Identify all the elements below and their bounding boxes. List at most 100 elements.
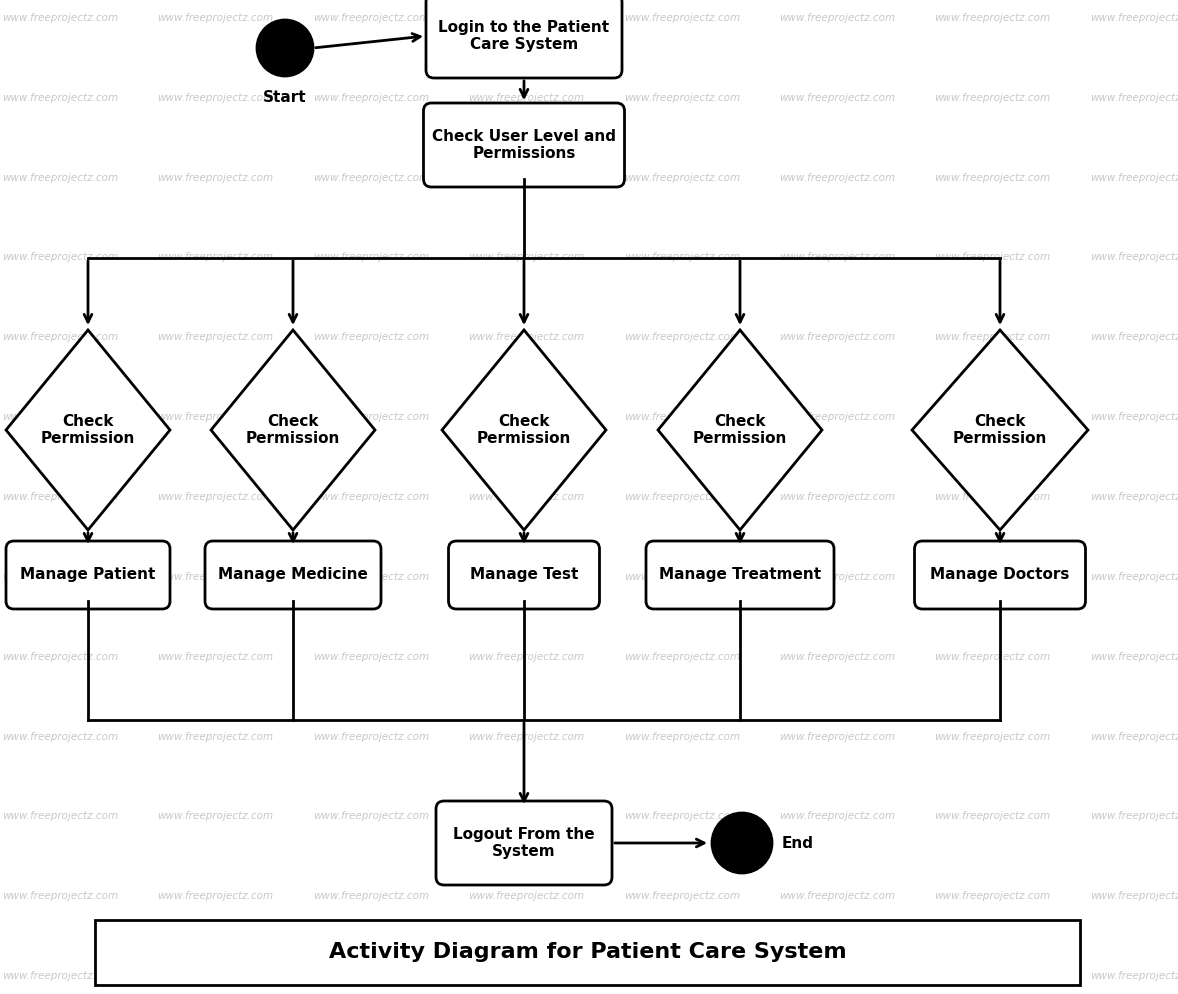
Text: www.freeprojectz.com: www.freeprojectz.com (2, 971, 118, 981)
Text: www.freeprojectz.com: www.freeprojectz.com (779, 732, 895, 742)
Text: www.freeprojectz.com: www.freeprojectz.com (779, 811, 895, 821)
Text: www.freeprojectz.com: www.freeprojectz.com (313, 332, 429, 342)
Text: www.freeprojectz.com: www.freeprojectz.com (623, 811, 740, 821)
Text: www.freeprojectz.com: www.freeprojectz.com (934, 252, 1051, 262)
Text: www.freeprojectz.com: www.freeprojectz.com (468, 811, 584, 821)
Text: www.freeprojectz.com: www.freeprojectz.com (623, 732, 740, 742)
Text: Activity Diagram for Patient Care System: Activity Diagram for Patient Care System (329, 942, 846, 962)
Text: www.freeprojectz.com: www.freeprojectz.com (779, 413, 895, 422)
Text: Check
Permission: Check Permission (246, 414, 340, 446)
Text: www.freeprojectz.com: www.freeprojectz.com (468, 492, 584, 502)
Text: www.freeprojectz.com: www.freeprojectz.com (934, 13, 1051, 23)
Text: www.freeprojectz.com: www.freeprojectz.com (313, 252, 429, 262)
Text: www.freeprojectz.com: www.freeprojectz.com (2, 252, 118, 262)
FancyBboxPatch shape (426, 0, 622, 78)
Text: www.freeprojectz.com: www.freeprojectz.com (313, 892, 429, 902)
Text: www.freeprojectz.com: www.freeprojectz.com (779, 173, 895, 183)
FancyBboxPatch shape (646, 541, 834, 609)
FancyBboxPatch shape (6, 541, 170, 609)
Text: www.freeprojectz.com: www.freeprojectz.com (779, 971, 895, 981)
Text: www.freeprojectz.com: www.freeprojectz.com (934, 971, 1051, 981)
Text: End: End (782, 836, 814, 851)
FancyBboxPatch shape (424, 103, 624, 187)
Text: www.freeprojectz.com: www.freeprojectz.com (2, 892, 118, 902)
FancyBboxPatch shape (205, 541, 380, 609)
FancyBboxPatch shape (436, 801, 613, 885)
Text: www.freeprojectz.com: www.freeprojectz.com (1090, 252, 1178, 262)
Text: www.freeprojectz.com: www.freeprojectz.com (468, 572, 584, 581)
Text: www.freeprojectz.com: www.freeprojectz.com (2, 652, 118, 662)
Text: www.freeprojectz.com: www.freeprojectz.com (468, 732, 584, 742)
Text: Manage Test: Manage Test (470, 568, 578, 582)
Text: www.freeprojectz.com: www.freeprojectz.com (623, 572, 740, 581)
Text: www.freeprojectz.com: www.freeprojectz.com (158, 252, 273, 262)
Text: www.freeprojectz.com: www.freeprojectz.com (1090, 173, 1178, 183)
Text: Check
Permission: Check Permission (477, 414, 571, 446)
Text: Manage Patient: Manage Patient (20, 568, 155, 582)
Text: www.freeprojectz.com: www.freeprojectz.com (468, 892, 584, 902)
Circle shape (257, 20, 313, 76)
Text: www.freeprojectz.com: www.freeprojectz.com (2, 332, 118, 342)
Text: Logout From the
System: Logout From the System (454, 827, 595, 859)
Text: www.freeprojectz.com: www.freeprojectz.com (468, 173, 584, 183)
Text: Check User Level and
Permissions: Check User Level and Permissions (432, 129, 616, 161)
Text: www.freeprojectz.com: www.freeprojectz.com (468, 413, 584, 422)
Polygon shape (912, 330, 1088, 530)
Text: www.freeprojectz.com: www.freeprojectz.com (2, 572, 118, 581)
Text: www.freeprojectz.com: www.freeprojectz.com (934, 92, 1051, 102)
Text: www.freeprojectz.com: www.freeprojectz.com (468, 252, 584, 262)
Text: www.freeprojectz.com: www.freeprojectz.com (313, 652, 429, 662)
Text: Check
Permission: Check Permission (953, 414, 1047, 446)
Text: www.freeprojectz.com: www.freeprojectz.com (1090, 332, 1178, 342)
Text: www.freeprojectz.com: www.freeprojectz.com (1090, 413, 1178, 422)
Text: www.freeprojectz.com: www.freeprojectz.com (779, 572, 895, 581)
Text: www.freeprojectz.com: www.freeprojectz.com (158, 173, 273, 183)
Text: www.freeprojectz.com: www.freeprojectz.com (158, 971, 273, 981)
Text: www.freeprojectz.com: www.freeprojectz.com (313, 173, 429, 183)
Text: www.freeprojectz.com: www.freeprojectz.com (158, 332, 273, 342)
Text: www.freeprojectz.com: www.freeprojectz.com (1090, 652, 1178, 662)
Text: www.freeprojectz.com: www.freeprojectz.com (1090, 811, 1178, 821)
FancyBboxPatch shape (914, 541, 1085, 609)
Text: www.freeprojectz.com: www.freeprojectz.com (779, 92, 895, 102)
Text: Manage Medicine: Manage Medicine (218, 568, 368, 582)
Text: www.freeprojectz.com: www.freeprojectz.com (468, 92, 584, 102)
Text: www.freeprojectz.com: www.freeprojectz.com (623, 173, 740, 183)
Text: www.freeprojectz.com: www.freeprojectz.com (934, 732, 1051, 742)
Text: www.freeprojectz.com: www.freeprojectz.com (1090, 732, 1178, 742)
Text: www.freeprojectz.com: www.freeprojectz.com (2, 732, 118, 742)
Text: www.freeprojectz.com: www.freeprojectz.com (779, 492, 895, 502)
Polygon shape (442, 330, 605, 530)
Text: www.freeprojectz.com: www.freeprojectz.com (313, 732, 429, 742)
Text: www.freeprojectz.com: www.freeprojectz.com (934, 332, 1051, 342)
FancyBboxPatch shape (449, 541, 600, 609)
Text: www.freeprojectz.com: www.freeprojectz.com (2, 811, 118, 821)
Text: www.freeprojectz.com: www.freeprojectz.com (2, 413, 118, 422)
Text: www.freeprojectz.com: www.freeprojectz.com (1090, 572, 1178, 581)
Text: www.freeprojectz.com: www.freeprojectz.com (934, 892, 1051, 902)
Text: www.freeprojectz.com: www.freeprojectz.com (623, 252, 740, 262)
Polygon shape (659, 330, 822, 530)
Text: www.freeprojectz.com: www.freeprojectz.com (158, 811, 273, 821)
Text: www.freeprojectz.com: www.freeprojectz.com (1090, 892, 1178, 902)
Text: www.freeprojectz.com: www.freeprojectz.com (313, 572, 429, 581)
Text: www.freeprojectz.com: www.freeprojectz.com (313, 413, 429, 422)
Polygon shape (211, 330, 375, 530)
Text: www.freeprojectz.com: www.freeprojectz.com (313, 971, 429, 981)
Text: www.freeprojectz.com: www.freeprojectz.com (934, 492, 1051, 502)
Text: www.freeprojectz.com: www.freeprojectz.com (158, 652, 273, 662)
Text: www.freeprojectz.com: www.freeprojectz.com (623, 332, 740, 342)
Text: Manage Treatment: Manage Treatment (659, 568, 821, 582)
Text: Manage Doctors: Manage Doctors (931, 568, 1070, 582)
Polygon shape (6, 330, 170, 530)
Text: www.freeprojectz.com: www.freeprojectz.com (934, 572, 1051, 581)
Text: Check
Permission: Check Permission (693, 414, 787, 446)
Text: www.freeprojectz.com: www.freeprojectz.com (934, 652, 1051, 662)
Text: www.freeprojectz.com: www.freeprojectz.com (623, 92, 740, 102)
Text: Start: Start (263, 90, 306, 105)
Text: www.freeprojectz.com: www.freeprojectz.com (313, 13, 429, 23)
Text: www.freeprojectz.com: www.freeprojectz.com (158, 13, 273, 23)
Text: www.freeprojectz.com: www.freeprojectz.com (158, 892, 273, 902)
Text: www.freeprojectz.com: www.freeprojectz.com (158, 572, 273, 581)
Text: www.freeprojectz.com: www.freeprojectz.com (1090, 13, 1178, 23)
